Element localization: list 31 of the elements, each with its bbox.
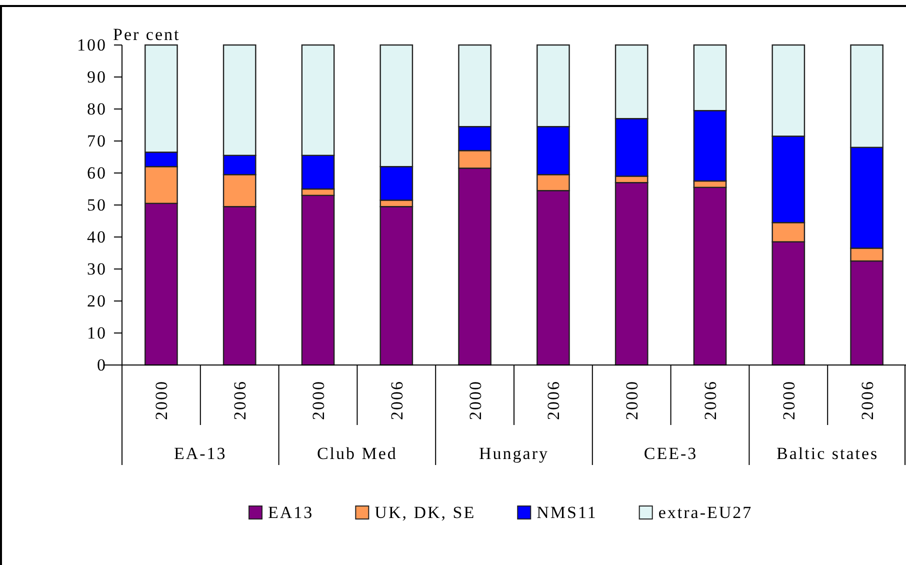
legend-label: UK, DK, SE xyxy=(374,503,476,522)
text: Club Med xyxy=(316,444,398,463)
text: Hungary xyxy=(479,444,549,463)
x-tick-label: 2006 xyxy=(230,380,250,420)
y-tick-label: 80 xyxy=(87,99,107,118)
x-tick-label: 2000 xyxy=(622,380,642,420)
x-tick-label: 2006 xyxy=(701,380,720,420)
y-tick-label: 30 xyxy=(87,259,107,278)
x-tick-label: 2000 xyxy=(779,380,798,420)
text: EA-13 xyxy=(174,444,227,463)
legend-label: EA13 xyxy=(268,503,314,522)
y-tick-label: 20 xyxy=(87,291,107,310)
y-tick-label: 50 xyxy=(87,195,107,214)
y-tick-label: 40 xyxy=(87,227,107,246)
x-tick-label: 2000 xyxy=(152,380,172,420)
y-tick-label: 70 xyxy=(87,131,107,150)
x-tick-label: 2006 xyxy=(387,380,406,420)
y-tick-label: 100 xyxy=(77,35,107,54)
x-tick-label: 2006 xyxy=(544,380,564,420)
y-tick-label: 60 xyxy=(87,163,107,182)
y-tick-label: 0 xyxy=(97,355,107,374)
x-tick-label: 2000 xyxy=(309,380,328,420)
y-axis-title: Per cent xyxy=(113,25,180,44)
x-tick-label: 2000 xyxy=(466,380,485,420)
legend-label: NMS11 xyxy=(536,503,598,522)
y-tick-label: 10 xyxy=(87,323,107,342)
text: CEE-3 xyxy=(644,444,698,463)
text: Baltic states xyxy=(776,444,879,463)
legend-label: extra-EU27 xyxy=(658,503,753,522)
y-tick-label: 90 xyxy=(87,67,107,86)
x-tick-label: 2006 xyxy=(858,380,877,420)
